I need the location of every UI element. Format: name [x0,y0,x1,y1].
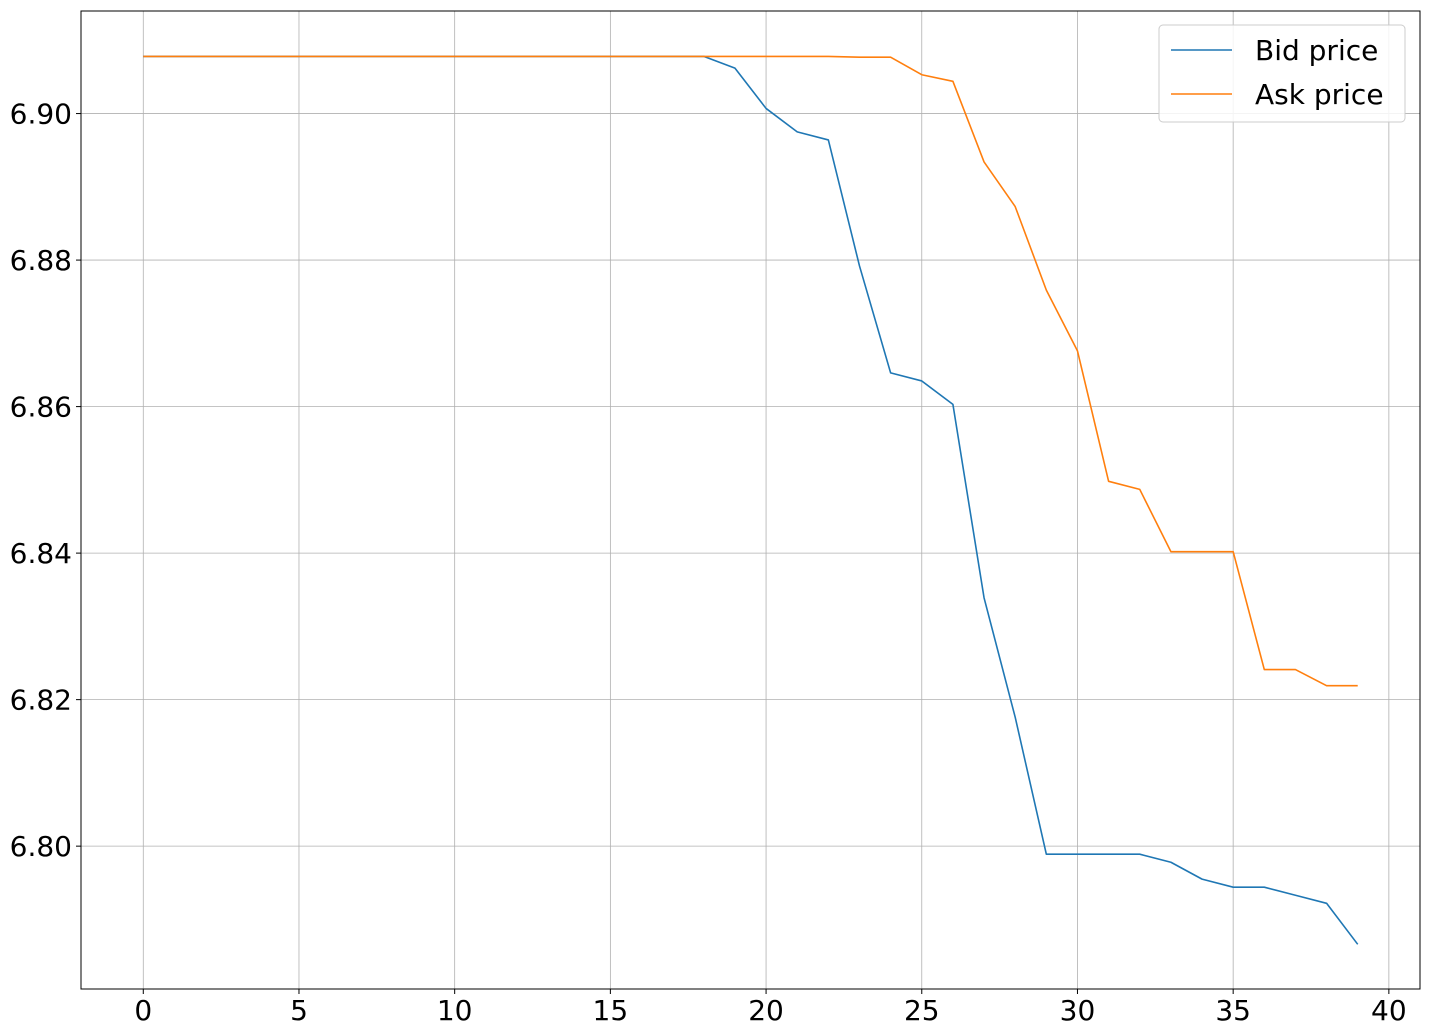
y-tick-label: 6.80 [10,830,72,863]
x-tick-label: 10 [437,994,473,1027]
x-tick-label: 0 [134,994,152,1027]
y-tick-label: 6.86 [10,391,72,424]
plot-frame [80,10,1421,990]
y-axis: 6.80 6.82 6.84 6.86 6.88 6.90 [10,98,81,863]
y-tick-label: 6.90 [10,98,72,131]
series-lines [143,55,1359,945]
x-tick-label: 35 [1215,994,1251,1027]
y-tick-label: 6.88 [10,244,72,277]
y-tick-label: 6.84 [10,537,72,570]
grid-lines [81,11,1420,989]
x-tick-label: 30 [1060,994,1096,1027]
x-tick-label: 40 [1371,994,1407,1027]
legend: Bid price Ask price [1158,24,1406,123]
x-tick-label: 5 [290,994,308,1027]
x-axis: 0 5 10 15 20 25 30 35 40 [134,989,1407,1027]
x-tick-label: 25 [904,994,940,1027]
x-tick-label: 15 [593,994,629,1027]
y-tick-label: 6.82 [10,684,72,717]
series-line-ask [143,55,1358,687]
legend-label: Bid price [1255,34,1378,67]
legend-label: Ask price [1255,78,1384,111]
x-tick-label: 20 [748,994,784,1027]
